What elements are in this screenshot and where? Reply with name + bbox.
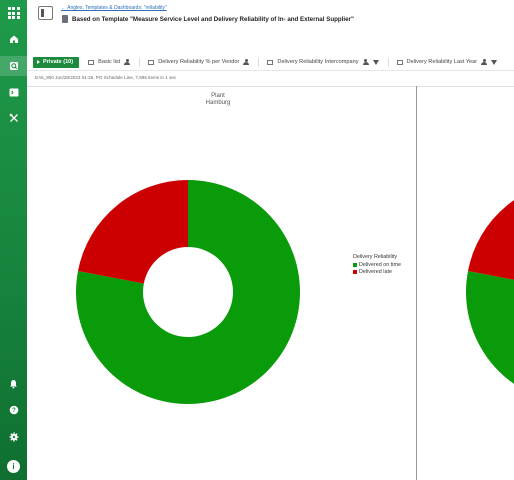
tab-reliability-last-year[interactable]: Delivery Reliability Last Year bbox=[387, 57, 498, 67]
legend-swatch bbox=[353, 269, 357, 274]
user-avatar-icon: i bbox=[7, 459, 20, 473]
tab-label: Basic list bbox=[98, 59, 121, 65]
donut-second-slice-1[interactable] bbox=[467, 180, 514, 284]
toggle-panel-icon[interactable] bbox=[38, 6, 53, 20]
result-info-line: EA5_800 Jun/28/2023 01:26, PO Schedule L… bbox=[35, 75, 177, 80]
tab-label: Delivery Reliability Last Year bbox=[406, 59, 478, 65]
home-icon[interactable] bbox=[0, 29, 27, 49]
user-icon bbox=[124, 59, 131, 65]
user-icon bbox=[481, 59, 488, 65]
legend-swatch bbox=[353, 263, 357, 268]
tab-private[interactable]: Private (10) bbox=[33, 56, 80, 68]
document-icon bbox=[62, 15, 68, 23]
legend-item-on-time[interactable]: Delivered on time bbox=[353, 262, 401, 269]
title-row: Based on Template "Measure Service Level… bbox=[62, 15, 354, 23]
settings-gear-icon[interactable] bbox=[0, 427, 27, 447]
tab-reliability-per-vendor[interactable]: Delivery Reliability % per Vendor bbox=[139, 57, 250, 67]
chart-title: Plant bbox=[211, 93, 225, 99]
display-tabs: Private (10) Basic list Delivery Reliabi… bbox=[27, 54, 514, 70]
donut-main-slice-1[interactable] bbox=[77, 180, 188, 284]
chart-legend: Delivery Reliability Delivered on time D… bbox=[353, 254, 401, 275]
pivot-icon bbox=[267, 59, 274, 65]
tab-label: Delivery Reliability % per Vendor bbox=[158, 59, 240, 65]
chart-divider bbox=[416, 86, 417, 480]
notifications-bell-icon[interactable] bbox=[0, 374, 27, 394]
user-icon bbox=[243, 59, 250, 65]
page-header: ← Angles, Templates & Dashboards: "relia… bbox=[27, 0, 514, 33]
chart-icon bbox=[396, 59, 403, 65]
tab-reliability-intercompany[interactable]: Delivery Reliability Intercompany bbox=[258, 57, 379, 67]
chart-subtitle: Hamburg bbox=[205, 100, 231, 106]
legend-label: Delivered late bbox=[359, 268, 392, 275]
filter-icon bbox=[491, 59, 498, 65]
help-icon[interactable]: ? bbox=[0, 400, 27, 420]
user-avatar[interactable]: i bbox=[0, 456, 27, 476]
legend-item-late[interactable]: Delivered late bbox=[353, 269, 401, 276]
legend-label: Delivered on time bbox=[359, 262, 401, 268]
second-donut bbox=[466, 180, 514, 404]
legend-title: Delivery Reliability bbox=[353, 254, 398, 260]
tab-basic-list[interactable]: Basic list bbox=[88, 59, 131, 65]
left-nav-rail: ? i bbox=[0, 0, 27, 480]
chart-title-block: Plant Hamburg bbox=[188, 93, 248, 107]
pivot-icon bbox=[148, 59, 155, 65]
tab-label: Delivery Reliability Intercompany bbox=[277, 59, 359, 65]
user-icon bbox=[362, 59, 369, 65]
app-grid-icon[interactable] bbox=[0, 3, 27, 23]
svg-text:?: ? bbox=[12, 408, 16, 414]
filter-icon bbox=[372, 59, 379, 65]
tools-icon[interactable] bbox=[0, 108, 27, 128]
search-results-icon[interactable] bbox=[0, 56, 27, 76]
page-title: Based on Template "Measure Service Level… bbox=[72, 15, 354, 23]
donut-main-slice-0[interactable] bbox=[75, 180, 300, 404]
terminal-icon[interactable] bbox=[0, 82, 27, 102]
list-icon bbox=[88, 59, 95, 65]
breadcrumb[interactable]: ← Angles, Templates & Dashboards: "relia… bbox=[61, 5, 167, 11]
donut-second-slice-0[interactable] bbox=[466, 180, 514, 404]
